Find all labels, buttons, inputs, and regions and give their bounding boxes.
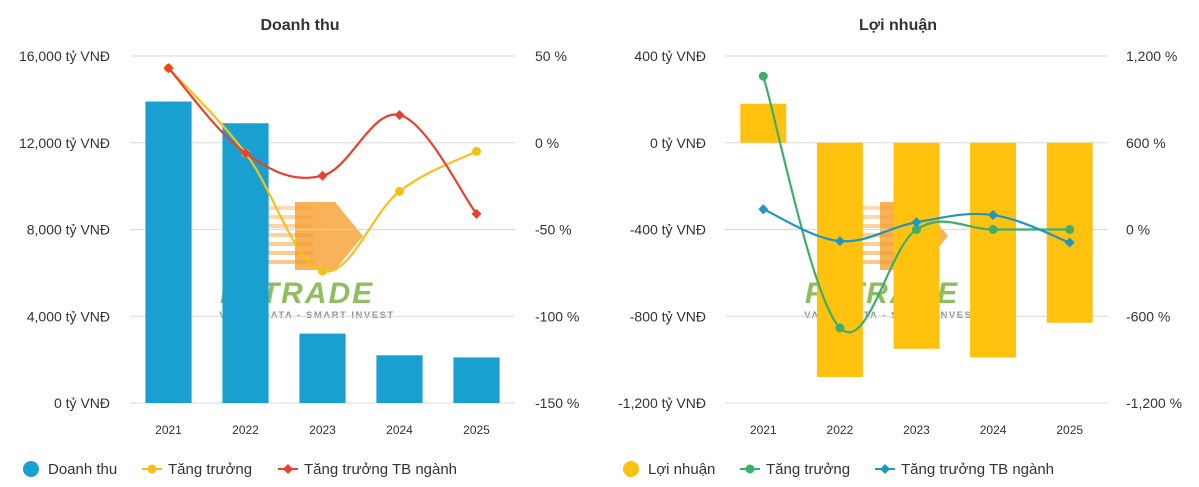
x-tick-label: 2024: [980, 423, 1007, 437]
chart-title: Doanh thu: [260, 17, 339, 34]
data-point[interactable]: [758, 204, 769, 215]
y-tick-label: -1,200 tỷ VNĐ: [618, 395, 706, 411]
data-point[interactable]: [988, 210, 999, 221]
legend-item[interactable]: Tăng trưởng TB ngành: [875, 461, 1054, 478]
x-tick-label: 2023: [309, 423, 336, 437]
data-point[interactable]: [758, 71, 768, 81]
legend-label: Tăng trưởng: [168, 461, 252, 478]
watermark-tagline: VALUE DATA - SMART INVEST: [804, 310, 979, 321]
legend-swatch: [623, 461, 639, 477]
legend-marker: [880, 464, 890, 474]
y2-tick-label: 50 %: [535, 48, 567, 64]
bar[interactable]: [453, 357, 500, 403]
watermark-stripe: [850, 251, 898, 255]
series-line: [167, 67, 478, 215]
bar[interactable]: [816, 142, 863, 377]
watermark-stripe: [850, 242, 898, 246]
watermark-stripe: [265, 224, 313, 228]
data-point[interactable]: [472, 146, 481, 156]
y-tick-label: 12,000 tỷ VNĐ: [19, 135, 110, 151]
x-tick-label: 2021: [750, 423, 777, 437]
y2-tick-label: -1,200 %: [1126, 395, 1182, 411]
data-point[interactable]: [1064, 237, 1075, 248]
legend-item[interactable]: Lợi nhuận: [623, 461, 715, 478]
bar[interactable]: [893, 142, 940, 349]
bar[interactable]: [970, 142, 1017, 358]
watermark-stripe: [265, 251, 313, 255]
y-tick-label: 8,000 tỷ VNĐ: [27, 222, 110, 238]
legend-marker: [283, 464, 293, 474]
y2-tick-label: 0 %: [1126, 222, 1150, 238]
profit-chart: Lợi nhuận 400 tỷ VNĐ 1,200 % 0 tỷ VNĐ 600 %…: [618, 17, 1182, 478]
y-tick-label: 0 tỷ VNĐ: [650, 135, 706, 151]
legend-label: Tăng trưởng TB ngành: [901, 461, 1054, 478]
data-point[interactable]: [1065, 225, 1075, 234]
watermark-stripe: [265, 215, 313, 219]
y2-tick-label: -100 %: [535, 308, 579, 324]
legend-marker: [745, 464, 755, 474]
y2-tick-label: 0 %: [535, 135, 559, 151]
legend-swatch: [23, 461, 39, 477]
watermark-stripe: [850, 260, 898, 264]
bar[interactable]: [145, 101, 192, 403]
legend-item[interactable]: Tăng trưởng TB ngành: [278, 461, 457, 478]
legend-item[interactable]: Tăng trưởng: [740, 461, 850, 478]
x-tick-label: 2022: [232, 423, 259, 437]
watermark-stripe: [265, 233, 313, 237]
watermark-stripe: [850, 215, 898, 219]
legend-label: Lợi nhuận: [648, 461, 715, 478]
watermark-stripe: [850, 224, 898, 228]
watermark-stripe: [265, 260, 313, 264]
data-point[interactable]: [318, 266, 327, 276]
data-point[interactable]: [835, 323, 845, 333]
legend-item[interactable]: Doanh thu: [23, 461, 117, 478]
y-tick-label: 16,000 tỷ VNĐ: [19, 48, 110, 64]
watermark-stripes: [265, 206, 313, 264]
watermark-stripe: [265, 242, 313, 246]
data-point[interactable]: [834, 236, 845, 247]
watermark-arrow-icon: [295, 202, 363, 270]
y-tick-label: 4,000 tỷ VNĐ: [27, 308, 110, 324]
legend-label: Doanh thu: [48, 461, 117, 478]
data-point[interactable]: [912, 225, 921, 234]
x-tick-label: 2021: [155, 423, 182, 437]
legend-label: Tăng trưởng: [766, 461, 850, 478]
x-tick-label: 2025: [463, 423, 490, 437]
x-tick-label: 2025: [1056, 423, 1083, 437]
y-tick-label: -800 tỷ VNĐ: [630, 308, 706, 324]
bar[interactable]: [299, 333, 346, 403]
bar[interactable]: [222, 123, 269, 403]
legend-item[interactable]: Tăng trưởng: [142, 461, 252, 478]
y2-tick-label: 1,200 %: [1126, 48, 1177, 64]
x-tick-label: 2023: [903, 423, 930, 437]
data-point[interactable]: [163, 63, 174, 74]
watermark-stripe: [850, 206, 898, 210]
x-tick-label: 2024: [386, 423, 413, 437]
y2-tick-label: -50 %: [535, 222, 572, 238]
data-point[interactable]: [988, 225, 998, 234]
y-tick-label: 400 tỷ VNĐ: [634, 48, 706, 64]
watermark-tagline: VALUE DATA - SMART INVEST: [219, 310, 394, 321]
watermark-stripe: [265, 206, 313, 210]
data-point[interactable]: [471, 208, 482, 219]
y-tick-label: -400 tỷ VNĐ: [630, 222, 706, 238]
y-tick-label: 0 tỷ VNĐ: [54, 395, 110, 411]
revenue-chart: Doanh thu 16,000 tỷ VNĐ 50 % 12,000 tỷ VNĐ…: [19, 17, 579, 478]
bar[interactable]: [376, 355, 423, 403]
data-point[interactable]: [394, 109, 405, 120]
data-point[interactable]: [240, 148, 251, 159]
legend-label: Tăng trưởng TB ngành: [304, 461, 457, 478]
x-tick-label: 2022: [827, 423, 854, 437]
y2-tick-label: -150 %: [535, 395, 579, 411]
data-point[interactable]: [317, 170, 328, 181]
data-point[interactable]: [395, 186, 404, 196]
data-point[interactable]: [911, 217, 922, 228]
y2-tick-label: -600 %: [1126, 308, 1170, 324]
y2-tick-label: 600 %: [1126, 135, 1166, 151]
legend-marker: [147, 464, 157, 474]
chart-title: Lợi nhuận: [859, 17, 937, 34]
